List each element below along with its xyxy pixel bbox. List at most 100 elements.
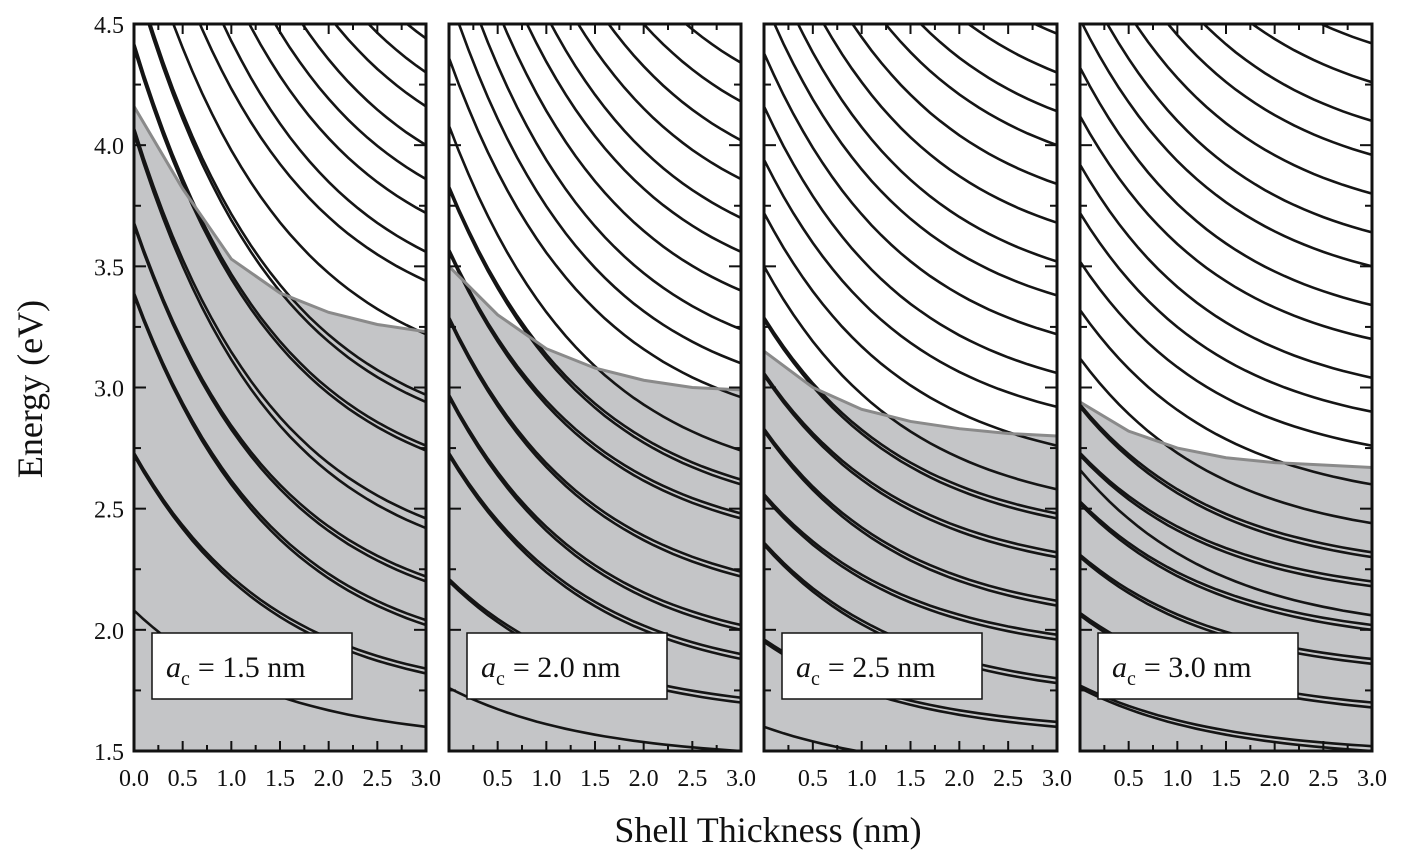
series-line-26 — [1250, 24, 1372, 84]
panel-label: ac = 2.5 nm — [796, 651, 936, 690]
boundary-curve — [134, 105, 426, 334]
series-line-13 — [148, 24, 426, 396]
y-tick-label: 4.0 — [94, 134, 124, 160]
x-tick-label: 0.5 — [483, 766, 513, 792]
series-line-11 — [134, 43, 426, 447]
series-line-10 — [134, 47, 426, 452]
x-tick-label: 1.5 — [1211, 766, 1241, 792]
panel-label-frame — [1097, 632, 1299, 700]
series-line-9 — [1080, 469, 1372, 617]
series-line-6 — [764, 495, 1057, 641]
x-tick-label: 2.0 — [314, 766, 344, 792]
panel-label-subscript: c — [181, 668, 190, 690]
series-line-18 — [764, 52, 1057, 336]
series-line-6 — [1080, 553, 1372, 661]
series-line-23 — [134, 0, 426, 5]
series-line-25 — [966, 24, 1057, 74]
panel-label: ac = 3.0 nm — [1112, 651, 1252, 690]
series-line-23 — [883, 24, 1057, 147]
series-line-16 — [1080, 260, 1372, 447]
series-line-9 — [449, 316, 741, 573]
series-line-8 — [1080, 500, 1372, 627]
series-line-18 — [501, 24, 741, 292]
series-line-10 — [764, 374, 1057, 559]
x-tick-label: 0.5 — [168, 766, 198, 792]
series-line-9 — [134, 127, 426, 520]
panel-label-subscript: c — [1127, 668, 1136, 690]
x-tick-label: 1.0 — [216, 766, 246, 792]
series-line-10 — [1080, 454, 1372, 588]
series-line-17 — [247, 24, 426, 215]
y-tick-label: 4.5 — [94, 13, 124, 39]
series-line-20 — [796, 24, 1057, 263]
series-line-3 — [134, 452, 426, 670]
series-line-5 — [134, 292, 426, 622]
series-line-16 — [457, 24, 741, 365]
panel-label-box: ac = 3.0 nm — [1097, 632, 1299, 700]
panel-label-value: = 1.5 nm — [198, 651, 306, 684]
series-line-7 — [1080, 502, 1372, 632]
series-line-23 — [641, 24, 741, 103]
x-tick-label: 3.0 — [411, 766, 441, 792]
panel-label-frame — [151, 632, 353, 700]
panel-label: ac = 1.5 nm — [166, 651, 306, 690]
panel-2: 0.5 1.0 1.5 2.0 2.5 3.0 ac = 2.0 nm — [447, 22, 756, 792]
series-line-20 — [1080, 66, 1372, 307]
series-line-21 — [822, 24, 1057, 224]
series-line-8 — [449, 319, 741, 578]
x-tick-label: 2.5 — [677, 766, 707, 792]
panel-label-symbol: a — [1112, 651, 1127, 684]
panel-label: ac = 2.0 nm — [481, 651, 621, 690]
boundary-curve — [449, 265, 741, 392]
series-line-11 — [1080, 451, 1372, 583]
series-line-22 — [850, 24, 1057, 186]
boundary-curve — [764, 349, 1057, 438]
y-tick-label: 2.5 — [94, 498, 124, 524]
series-line-20 — [549, 24, 741, 220]
series-line-9 — [764, 427, 1057, 603]
y-tick-label: 2.0 — [94, 619, 124, 645]
series-line-6 — [134, 224, 426, 583]
x-axis-title: Shell Thickness (nm) — [614, 810, 921, 850]
series-line-8 — [134, 132, 426, 530]
panel-label-symbol: a — [481, 651, 496, 684]
series-line-13 — [764, 316, 1057, 515]
series-line-12 — [449, 188, 741, 486]
series-line-15 — [449, 57, 741, 399]
axes-layer: 1.5 2.0 2.5 3.0 3.5 4.0 4.5 — [94, 13, 124, 766]
series-line-17 — [1080, 212, 1372, 413]
x-tick-label: 2.0 — [629, 766, 659, 792]
x-tick-label: 2.0 — [1260, 766, 1290, 792]
series-line-14 — [171, 24, 426, 336]
series-line-4 — [134, 294, 426, 627]
series-line-21 — [1080, 24, 1372, 268]
panel-label-value: = 2.5 nm — [828, 651, 936, 684]
x-tick-label: 1.0 — [531, 766, 561, 792]
panel-label-box: ac = 2.5 nm — [781, 632, 983, 700]
series-line-23 — [1134, 24, 1372, 195]
series-line-14 — [449, 125, 741, 452]
series-line-7 — [134, 222, 426, 578]
x-tick-label: 0.5 — [798, 766, 828, 792]
series-line-19 — [525, 24, 741, 253]
x-tick-label: 2.5 — [1308, 766, 1338, 792]
x-tick-label: 2.0 — [944, 766, 974, 792]
y-tick-label: 3.0 — [94, 377, 124, 403]
series-line-22 — [1105, 24, 1372, 234]
panel-label-value: = 2.0 nm — [513, 651, 621, 684]
series-line-11 — [449, 248, 741, 515]
panels-layer: 0.0 0.5 1.0 1.5 2.0 2.5 3.0ac = 1.5 nm0.5 1.0 1.5… — [119, 0, 1387, 792]
series-line-25 — [738, 24, 741, 26]
series-line-12 — [1080, 406, 1372, 559]
series-line-24 — [919, 24, 1057, 113]
panel-label-subscript: c — [496, 668, 505, 690]
y-tick-label: 1.5 — [94, 740, 124, 766]
y-axis-title: Energy (eV) — [10, 300, 50, 478]
series-line-24 — [1166, 24, 1372, 157]
series-line-4 — [449, 454, 741, 661]
series-line-6 — [449, 396, 741, 632]
panel-3: 0.5 1.0 1.5 2.0 2.5 3.0 ac = 2.5 nm — [762, 22, 1072, 792]
series-line-19 — [300, 24, 426, 147]
x-tick-label: 2.5 — [362, 766, 392, 792]
